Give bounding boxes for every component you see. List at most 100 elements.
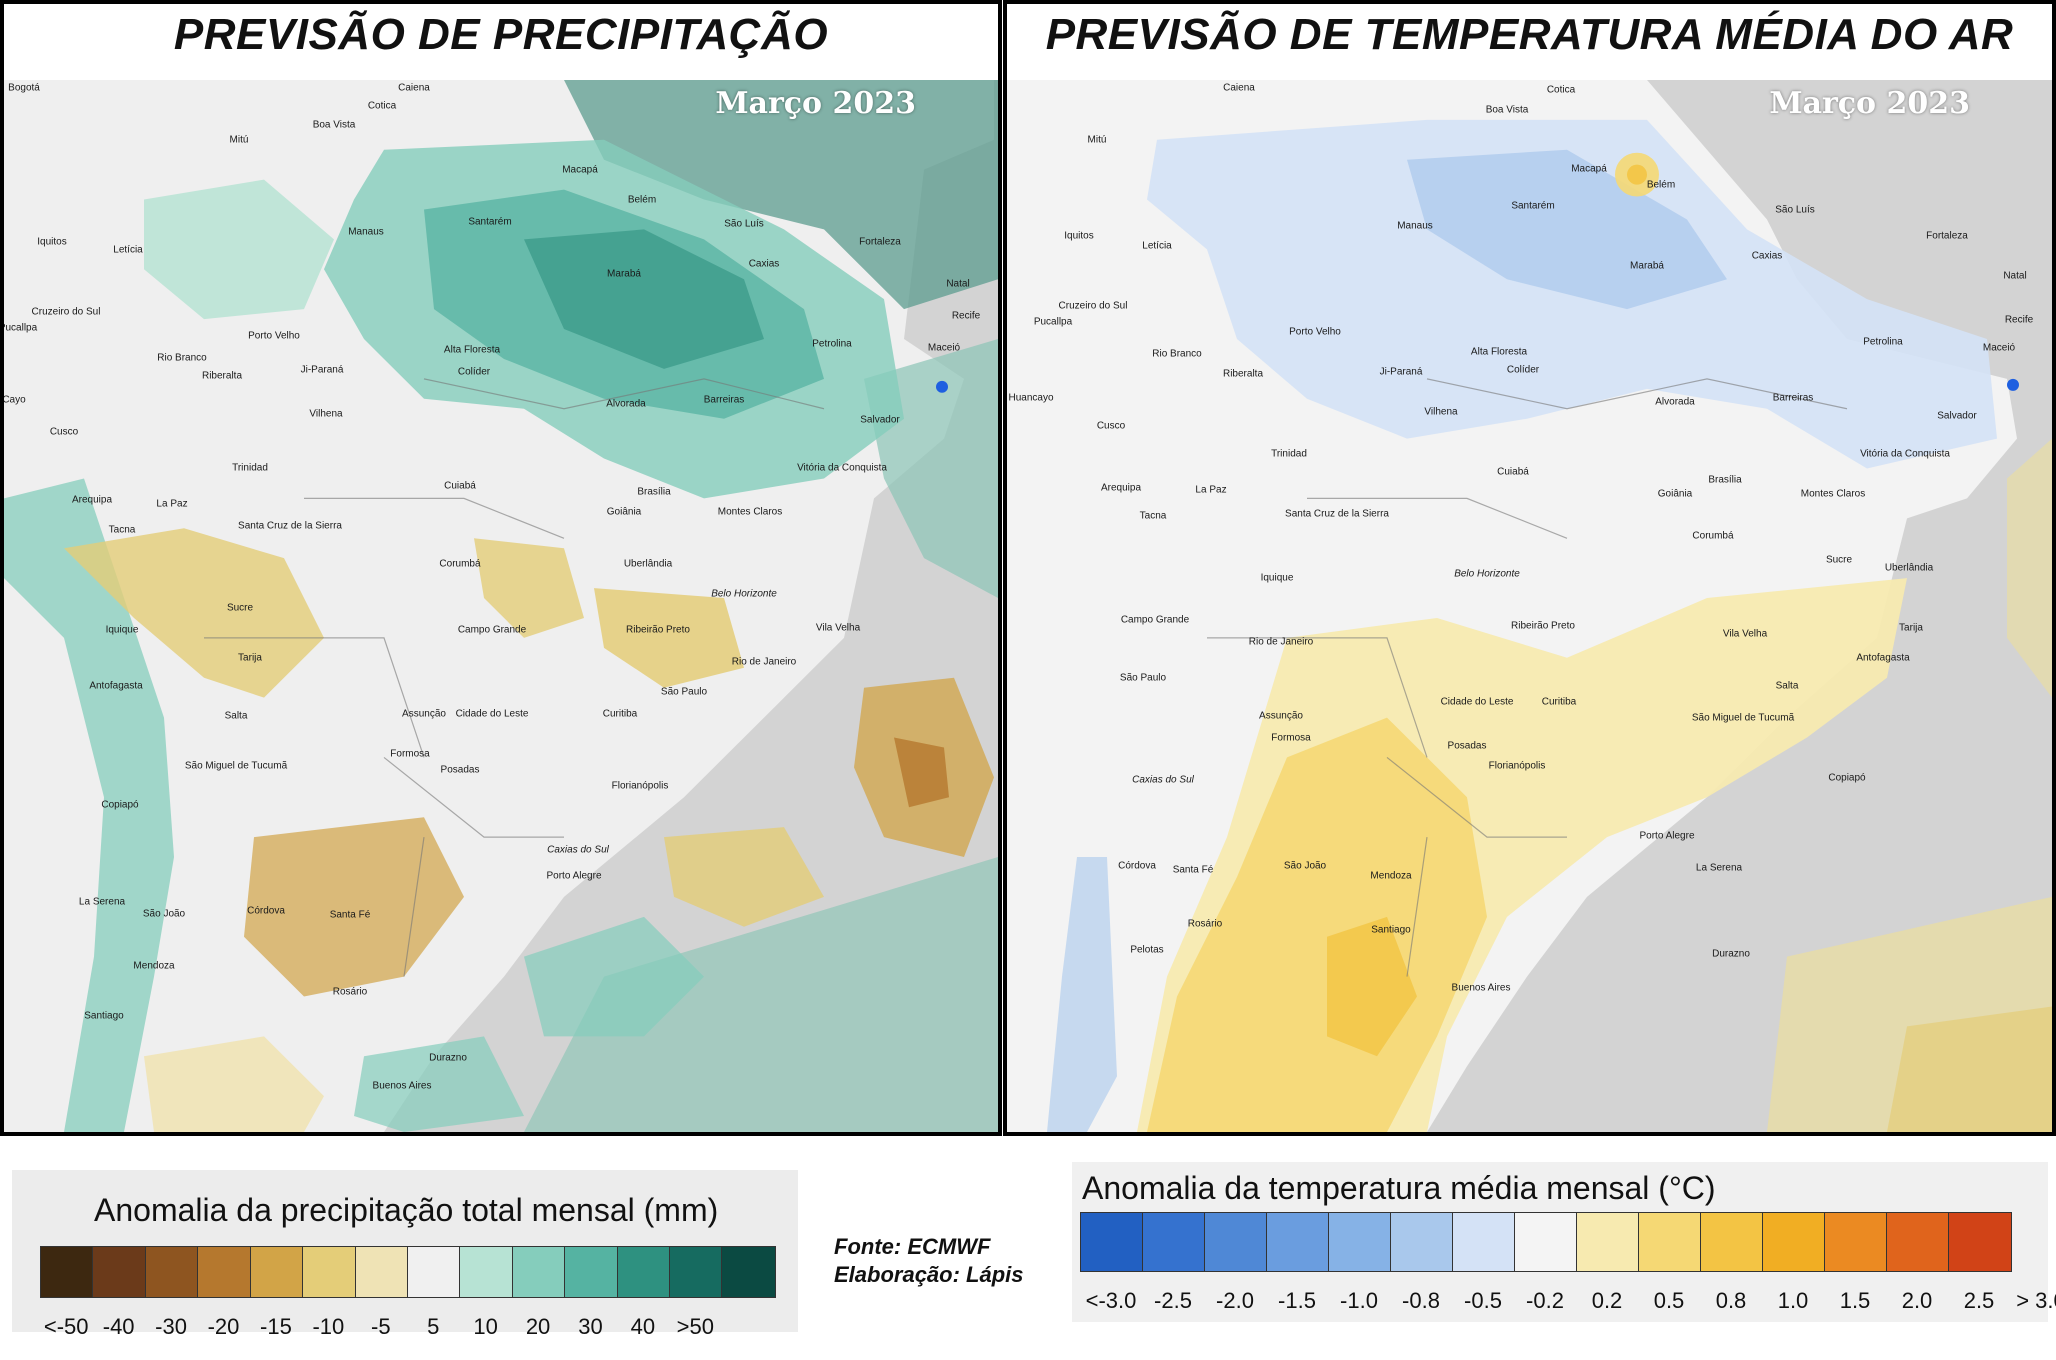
city-label: Letícia [1142,240,1172,252]
city-label: São Paulo [1119,672,1167,684]
city-label: Arequipa [71,494,113,506]
city-label: Iquique [105,624,139,636]
city-label: Macapá [1571,163,1607,175]
legend-tick-label: -1.5 [1278,1288,1316,1313]
legend-tick-label: 0.5 [1653,1288,1685,1313]
city-label: Belém [627,194,657,206]
precipitation-map-panel: PREVISÃO DE PRECIPITAÇÃO [0,0,1002,1136]
precipitation-month-label: Março 2023 [715,86,916,121]
city-label: Caxias do Sul [1132,774,1194,786]
city-label: Tarija [238,652,262,664]
city-label: Iquique [1260,572,1294,584]
city-label: São Luís [1775,204,1815,216]
city-label: Cidade do Leste [455,708,529,720]
city-label: La Paz [1195,484,1227,496]
city-label: Marabá [1630,260,1664,272]
legend-tick-label: 10 [473,1314,498,1339]
city-label: Santarém [1511,200,1555,212]
legend-swatch [1639,1213,1701,1271]
city-label: Corumbá [1692,530,1734,542]
legend-swatch [1081,1213,1143,1271]
city-label: Goiânia [606,506,642,518]
city-label: Cotica [367,100,397,112]
city-label: Manaus [348,226,384,238]
legend-tick-label: -15 [260,1314,292,1339]
city-label: Cayo [4,394,26,406]
city-label: Belo Horizonte [1454,568,1520,580]
city-label: Caiena [398,82,430,94]
city-label: Buenos Aires [1451,982,1511,994]
city-label: La Serena [1695,862,1743,874]
legend-tick-label: 2.0 [1901,1288,1933,1313]
city-label: Recife [2004,314,2034,326]
city-label: São João [1283,860,1327,872]
legend-tick-label: 30 [578,1314,603,1339]
city-label: Formosa [390,748,430,760]
legend-tick-label: 5 [427,1314,440,1339]
legend-tick-label: 1.0 [1777,1288,1809,1313]
city-label: Ribeirão Preto [1511,620,1575,632]
city-label: Cruzeiro do Sul [1058,300,1128,312]
legend-swatch [1577,1213,1639,1271]
city-label: Brasília [1708,474,1742,486]
legend-swatch [1143,1213,1205,1271]
city-label: São Paulo [660,686,708,698]
legend-tick-label: -20 [207,1314,240,1339]
city-label: Rio Branco [1152,348,1202,360]
city-label: Pucallpa [1033,316,1073,328]
precipitation-color-scale [40,1246,776,1298]
legend-swatch [1267,1213,1329,1271]
legend-swatch [512,1247,566,1297]
city-label: Pelotas [1130,944,1164,956]
city-label: Córdova [247,905,285,917]
precipitation-map-title: PREVISÃO DE PRECIPITAÇÃO [173,10,829,59]
city-label: Brasília [637,486,671,498]
legend-swatch [670,1247,723,1297]
city-label: Antofagasta [89,680,143,692]
city-label: Macapá [562,164,598,176]
city-label: Corumbá [439,558,481,570]
city-label: Colíder [1506,364,1540,376]
city-label: Curitiba [1541,696,1577,708]
city-label: Rosário [332,986,368,998]
city-label: Alvorada [606,398,646,410]
city-label: Porto Alegre [546,870,602,882]
city-label: Colíder [457,366,491,378]
city-label: Ribeirão Preto [626,624,690,636]
city-label: Trinidad [232,462,268,474]
temperature-legend-title: Anomalia da temperatura média mensal (°C… [1082,1170,1716,1206]
city-label: Porto Velho [248,330,300,342]
city-label: Manaus [1397,220,1433,232]
legend-tick-label: >50 [676,1314,715,1339]
city-label: São Miguel de Tucumã [1691,712,1795,724]
legend-swatch [565,1247,618,1297]
city-label: Sucre [226,602,254,614]
city-label: Assunção [1259,710,1303,722]
city-label: Caxias do Sul [547,844,609,856]
city-label: Rio de Janeiro [731,656,797,668]
legend-tick-label: 1.5 [1839,1288,1871,1313]
temperature-anomaly-layer [1007,80,2052,1132]
city-label: Natal [946,278,970,290]
legend-swatch [41,1247,94,1297]
elaboration-label: Elaboração: Lápis [834,1262,1024,1287]
legend-tick-label: -1.0 [1340,1288,1378,1313]
city-label: Porto Alegre [1639,830,1695,842]
city-label: Campo Grande [457,624,527,636]
precipitation-map: Março 2023 Bogotá Caiena Cotica Boa Vista Mi… [4,80,998,1132]
legend-swatch [1763,1213,1825,1271]
city-label: Vitória da Conquista [797,462,887,474]
legend-swatch [1515,1213,1577,1271]
city-label: Rosário [1187,918,1223,930]
city-label: Cidade do Leste [1440,696,1514,708]
city-label: Porto Velho [1289,326,1341,338]
city-label: Maceió [927,342,961,354]
location-marker [936,380,948,393]
city-label: Curitiba [602,708,638,720]
legend-tick-label: 40 [630,1314,656,1339]
legend-tick-label: -40 [102,1314,135,1339]
city-label: Natal [2003,270,2027,282]
city-label: Rio Branco [157,352,207,364]
legend-swatch [1949,1213,2011,1271]
legend-tick-label: -2.5 [1154,1288,1192,1313]
